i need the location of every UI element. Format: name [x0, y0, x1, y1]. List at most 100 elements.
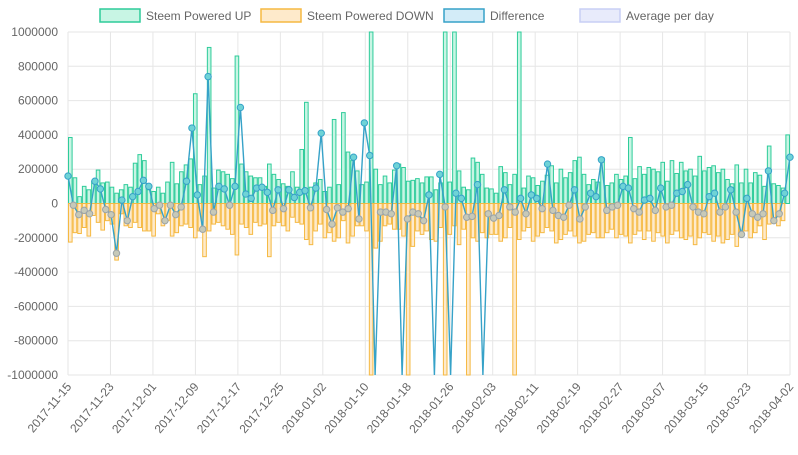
difference-point[interactable] — [258, 183, 266, 191]
bar-down[interactable] — [572, 203, 578, 237]
bar-up[interactable] — [109, 186, 115, 205]
difference-point[interactable] — [236, 103, 245, 112]
difference-point[interactable] — [177, 203, 185, 211]
bar-up[interactable] — [280, 183, 286, 204]
difference-point[interactable] — [333, 204, 342, 212]
difference-point[interactable] — [651, 206, 659, 215]
difference-point[interactable] — [764, 167, 773, 175]
difference-point[interactable] — [581, 203, 589, 211]
bar-down[interactable] — [243, 203, 249, 229]
difference-point[interactable] — [64, 172, 72, 180]
difference-point[interactable] — [780, 189, 789, 197]
difference-point[interactable] — [204, 72, 212, 81]
difference-point[interactable] — [290, 193, 298, 202]
difference-point[interactable] — [279, 204, 288, 213]
difference-point[interactable] — [123, 216, 131, 225]
bar-up[interactable] — [771, 183, 777, 204]
difference-point[interactable] — [667, 201, 676, 209]
difference-point[interactable] — [565, 201, 573, 209]
bar-up[interactable] — [702, 170, 707, 204]
bar-down[interactable] — [262, 203, 267, 225]
difference-point[interactable] — [263, 188, 272, 197]
legend-label-1[interactable]: Steem Powered DOWN — [307, 9, 434, 23]
difference-point[interactable] — [80, 206, 88, 215]
bar-up[interactable] — [479, 173, 485, 205]
bar-down[interactable] — [498, 203, 504, 242]
bar-down[interactable] — [294, 203, 300, 223]
bar-down[interactable] — [345, 203, 351, 244]
bar-up[interactable] — [452, 31, 457, 204]
difference-point[interactable] — [759, 210, 767, 218]
difference-point[interactable] — [360, 119, 369, 127]
bar-down[interactable] — [447, 203, 453, 235]
difference-point[interactable] — [527, 191, 536, 199]
bar-down[interactable] — [216, 203, 221, 223]
difference-point[interactable] — [576, 215, 584, 223]
bar-up[interactable] — [415, 178, 420, 205]
bar-down[interactable] — [239, 203, 244, 225]
bar-down[interactable] — [711, 203, 716, 242]
bar-up[interactable] — [433, 189, 439, 204]
difference-point[interactable] — [656, 184, 665, 192]
bar-down[interactable] — [651, 203, 656, 242]
bar-up[interactable] — [72, 177, 78, 204]
bar-down[interactable] — [77, 203, 82, 235]
bar-down[interactable] — [359, 203, 365, 227]
difference-point[interactable] — [403, 215, 412, 223]
difference-point[interactable] — [225, 201, 234, 209]
bar-up[interactable] — [715, 172, 721, 205]
bar-up[interactable] — [489, 188, 494, 205]
difference-point[interactable] — [705, 192, 713, 201]
difference-point[interactable] — [468, 212, 476, 221]
bar-down[interactable] — [280, 203, 286, 227]
difference-point[interactable] — [770, 216, 778, 225]
bar-up[interactable] — [553, 182, 559, 204]
difference-point[interactable] — [247, 194, 255, 203]
difference-point[interactable] — [538, 204, 546, 213]
bar-down[interactable] — [322, 203, 328, 239]
bar-down[interactable] — [313, 203, 318, 232]
bar-down[interactable] — [304, 203, 309, 241]
difference-point[interactable] — [484, 210, 492, 218]
bar-up[interactable] — [665, 180, 670, 205]
difference-point[interactable] — [522, 210, 530, 218]
difference-point[interactable] — [678, 187, 686, 196]
difference-point[interactable] — [150, 204, 158, 213]
difference-point[interactable] — [199, 225, 207, 233]
bar-up[interactable] — [429, 176, 434, 204]
bar-down[interactable] — [91, 203, 96, 217]
bar-up[interactable] — [336, 184, 342, 204]
bar-down[interactable] — [336, 203, 342, 239]
bar-up[interactable] — [493, 192, 499, 205]
bar-up[interactable] — [577, 156, 582, 205]
bar-up[interactable] — [341, 112, 346, 204]
difference-point[interactable] — [495, 211, 503, 220]
difference-point[interactable] — [689, 203, 697, 211]
bar-down[interactable] — [544, 203, 550, 229]
bar-up[interactable] — [114, 192, 119, 205]
bar-up[interactable] — [466, 189, 471, 204]
legend-swatch-3[interactable] — [579, 8, 621, 23]
difference-point[interactable] — [511, 208, 519, 216]
legend-swatch-2[interactable] — [443, 8, 485, 23]
bar-down[interactable] — [290, 203, 295, 218]
bar-down[interactable] — [530, 203, 536, 242]
bar-down[interactable] — [405, 203, 411, 376]
bar-up[interactable] — [382, 175, 388, 204]
difference-point[interactable] — [134, 187, 142, 196]
bar-down[interactable] — [692, 203, 698, 246]
bar-up[interactable] — [692, 175, 698, 204]
difference-point[interactable] — [188, 124, 196, 132]
difference-point[interactable] — [155, 201, 164, 209]
bar-up[interactable] — [669, 160, 675, 204]
difference-point[interactable] — [613, 201, 622, 209]
bar-down[interactable] — [257, 203, 263, 227]
difference-point[interactable] — [436, 170, 444, 179]
bar-down[interactable] — [553, 203, 559, 244]
difference-point[interactable] — [166, 201, 175, 209]
bar-up[interactable] — [401, 166, 406, 204]
difference-point[interactable] — [586, 189, 595, 197]
bar-down[interactable] — [68, 203, 73, 243]
bar-down[interactable] — [183, 203, 189, 225]
difference-point[interactable] — [128, 192, 137, 201]
